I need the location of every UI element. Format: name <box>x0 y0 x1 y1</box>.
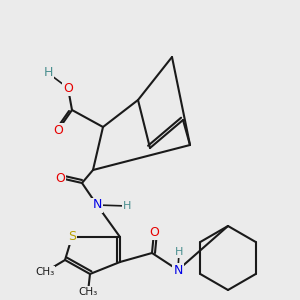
Text: N: N <box>173 263 183 277</box>
Text: O: O <box>53 124 63 136</box>
Text: S: S <box>68 230 76 244</box>
Text: H: H <box>123 201 131 211</box>
Text: O: O <box>149 226 159 238</box>
Text: O: O <box>55 172 65 184</box>
Text: H: H <box>175 247 183 257</box>
Text: CH₃: CH₃ <box>78 287 98 297</box>
Text: H: H <box>43 67 53 80</box>
Text: CH₃: CH₃ <box>35 267 55 277</box>
Text: N: N <box>92 199 102 212</box>
Text: O: O <box>63 82 73 94</box>
